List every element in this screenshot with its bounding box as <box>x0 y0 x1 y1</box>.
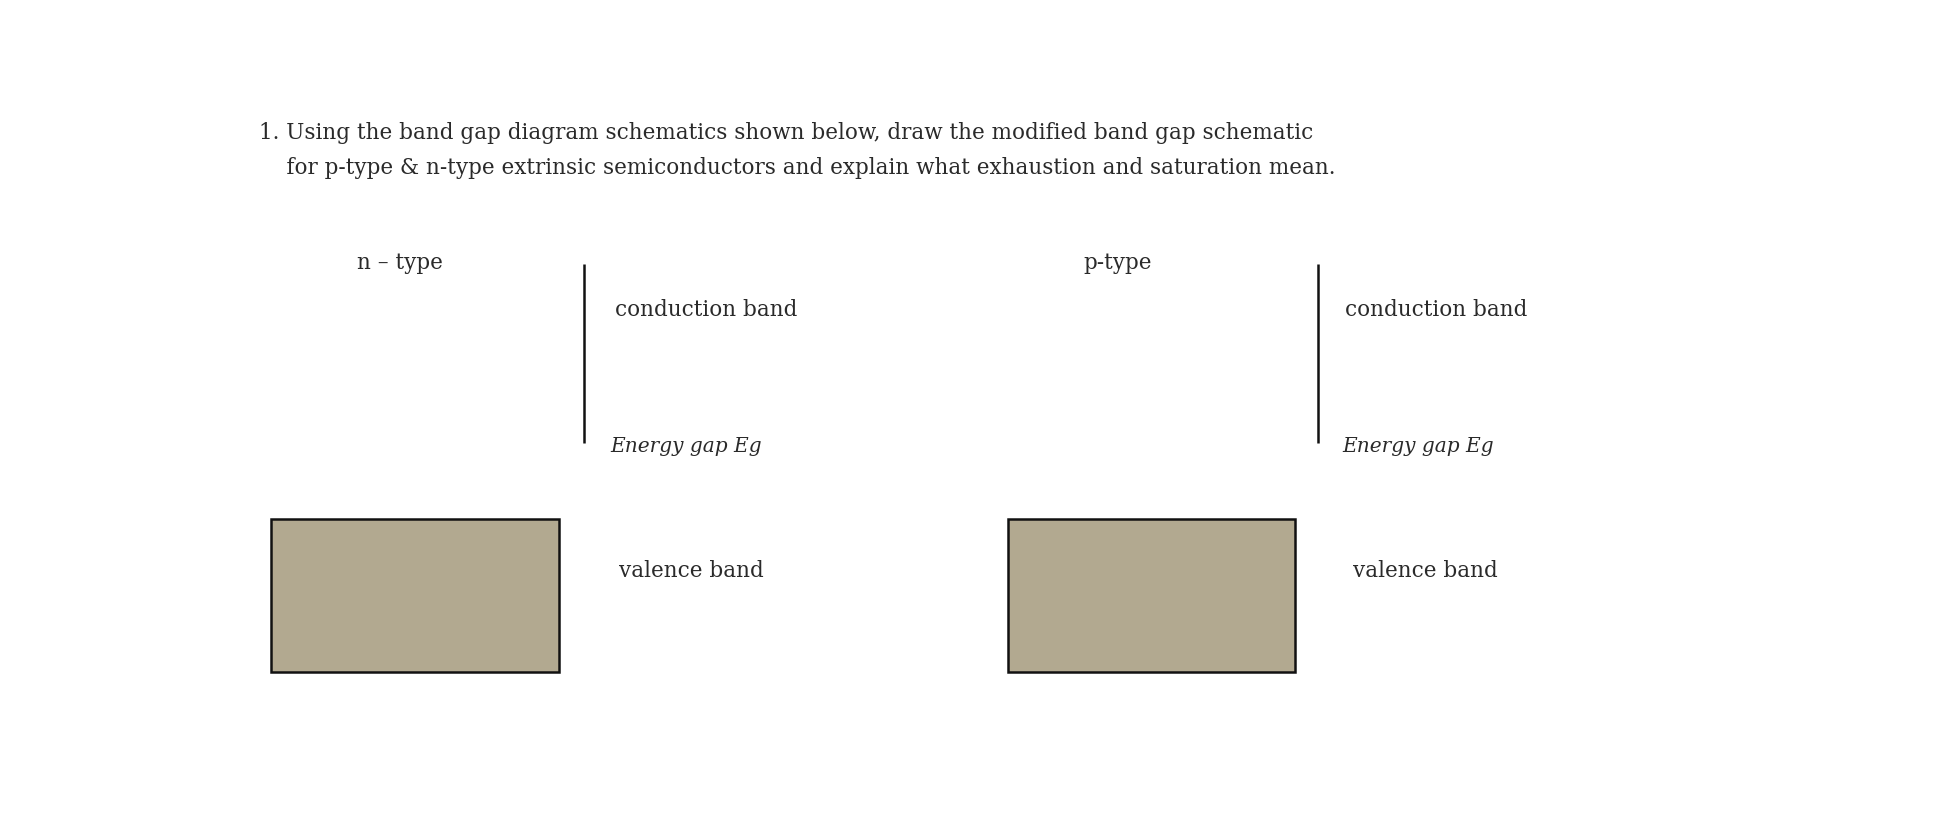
Text: valence band: valence band <box>619 560 763 581</box>
Bar <box>1007 519 1296 672</box>
Text: 1. Using the band gap diagram schematics shown below, draw the modified band gap: 1. Using the band gap diagram schematics… <box>260 122 1314 144</box>
Text: p-type: p-type <box>1083 252 1152 274</box>
Text: conduction band: conduction band <box>615 299 796 320</box>
Text: valence band: valence band <box>1353 560 1497 581</box>
Text: Energy gap Eg: Energy gap Eg <box>1343 437 1493 456</box>
Bar <box>271 519 558 672</box>
Text: n – type: n – type <box>357 252 443 274</box>
Text: conduction band: conduction band <box>1345 299 1528 320</box>
Text: for p-type & n-type extrinsic semiconductors and explain what exhaustion and sat: for p-type & n-type extrinsic semiconduc… <box>260 156 1335 179</box>
Text: Energy gap Eg: Energy gap Eg <box>611 437 761 456</box>
